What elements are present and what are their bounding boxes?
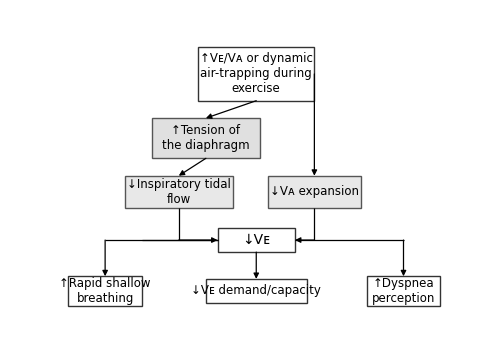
FancyBboxPatch shape xyxy=(124,176,233,208)
FancyBboxPatch shape xyxy=(68,276,142,306)
Text: ↓Vᴀ expansion: ↓Vᴀ expansion xyxy=(270,185,359,198)
Text: ↑Vᴇ/Vᴀ or dynamic
air-trapping during
exercise: ↑Vᴇ/Vᴀ or dynamic air-trapping during ex… xyxy=(200,53,312,95)
FancyBboxPatch shape xyxy=(152,118,260,158)
Text: ↓Vᴇ demand/capacity: ↓Vᴇ demand/capacity xyxy=(192,284,321,298)
Text: ↓Inspiratory tidal
flow: ↓Inspiratory tidal flow xyxy=(127,178,230,206)
FancyBboxPatch shape xyxy=(206,279,306,303)
Text: ↓Vᴇ: ↓Vᴇ xyxy=(242,233,270,247)
Text: ↑Dyspnea
perception: ↑Dyspnea perception xyxy=(372,277,435,305)
FancyBboxPatch shape xyxy=(198,47,314,101)
FancyBboxPatch shape xyxy=(268,176,361,208)
Text: ↑Rapid shallow
breathing: ↑Rapid shallow breathing xyxy=(60,277,151,305)
FancyBboxPatch shape xyxy=(218,228,295,252)
FancyBboxPatch shape xyxy=(366,276,440,306)
Text: ↑Tension of
the diaphragm: ↑Tension of the diaphragm xyxy=(162,124,250,152)
